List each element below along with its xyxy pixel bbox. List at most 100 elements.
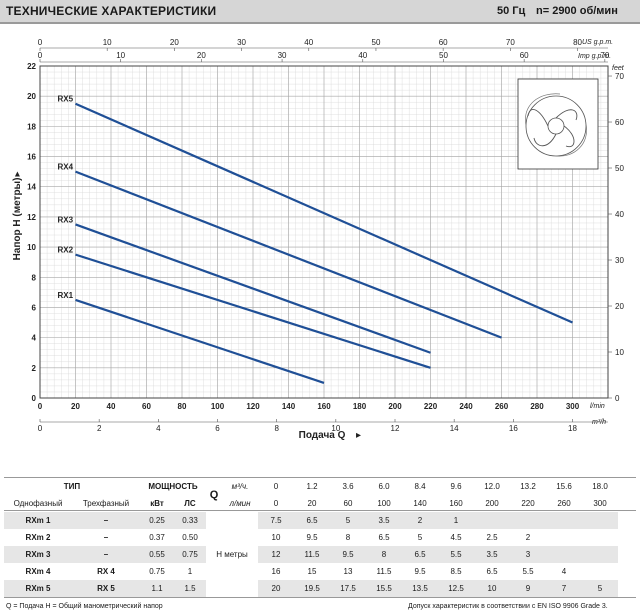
us-gpm-tick-label: 80 bbox=[573, 38, 582, 47]
y-tick-label: 14 bbox=[27, 183, 36, 192]
table-row: RXm 3 – 0.55 0.75 12 11.5 9.5 8 6.5 5.5 3.5 3 bbox=[4, 546, 618, 563]
curve-label-rx4: RX4 bbox=[58, 163, 74, 172]
imp-gpm-tick-label: 30 bbox=[278, 51, 287, 60]
header-single-phase: Однофазный bbox=[13, 499, 63, 508]
us-gpm-tick-label: 20 bbox=[170, 38, 179, 47]
q-lmin-value: 300 bbox=[593, 499, 607, 508]
x-tick-label: 260 bbox=[495, 402, 509, 411]
curve-rx1 bbox=[75, 298, 325, 384]
axes: 0 20 40 60 80 100 120 140 160 180 200 220 240 260 280 3… bbox=[27, 38, 624, 433]
head-value: 2.5 bbox=[486, 533, 498, 542]
header-tip: ТИП bbox=[63, 482, 81, 491]
x-unit-m3h: m³/h bbox=[592, 419, 606, 426]
model-three-phase: – bbox=[103, 533, 109, 542]
page-header: ТЕХНИЧЕСКИЕ ХАРАКТЕРИСТИКИ 50 Гц n= 2900… bbox=[0, 0, 640, 24]
table-row: RXm 4 RX 4 0.75 1 16 15 13 11.5 9.5 8.5 6.5 5.5 4 bbox=[4, 563, 618, 580]
power-kw: 0.75 bbox=[149, 567, 165, 576]
head-value: 10 bbox=[487, 584, 497, 593]
y-axis-title: Напор H (метры) bbox=[12, 178, 23, 261]
head-value: 6.5 bbox=[378, 533, 390, 542]
imp-gpm-tick-label: 50 bbox=[439, 51, 448, 60]
feet-tick-label: 10 bbox=[615, 348, 624, 357]
head-value: 8 bbox=[345, 533, 351, 542]
footer-tolerance: Допуск характеристик в соответствии с EN… bbox=[408, 603, 608, 610]
m3h-tick-label: 18 bbox=[568, 424, 577, 433]
x-tick-label: 100 bbox=[211, 402, 225, 411]
x-tick-label: 280 bbox=[530, 402, 544, 411]
imp-gpm-tick-label: 60 bbox=[520, 51, 529, 60]
head-value: 5 bbox=[345, 516, 351, 525]
x-tick-label: 240 bbox=[459, 402, 473, 411]
head-value: 11.5 bbox=[376, 567, 392, 576]
q-m3h-value: 9.6 bbox=[450, 482, 462, 491]
head-value bbox=[582, 563, 618, 580]
power-kw: 1.1 bbox=[151, 584, 163, 593]
q-lmin-value: 140 bbox=[413, 499, 427, 508]
footer-legend: Q = Подача H = Общий манометрический нап… bbox=[6, 603, 163, 610]
x-tick-label: 120 bbox=[246, 402, 260, 411]
y-tick-label: 4 bbox=[32, 334, 37, 343]
head-value: 13.5 bbox=[412, 584, 428, 593]
q-m3h-value: 12.0 bbox=[484, 482, 500, 491]
m3h-tick-label: 16 bbox=[509, 424, 518, 433]
m3h-tick-label: 0 bbox=[38, 424, 43, 433]
feet-tick-label: 60 bbox=[615, 118, 624, 127]
head-value: 1 bbox=[453, 516, 459, 525]
imp-gpm-tick-label: 70 bbox=[600, 51, 609, 60]
top-unit-imp: Imp g.p.m. bbox=[578, 53, 611, 60]
y-tick-label: 22 bbox=[27, 62, 36, 71]
q-m3h-value: 8.4 bbox=[414, 482, 426, 491]
us-gpm-tick-label: 0 bbox=[38, 38, 43, 47]
q-m3h-value: 18.0 bbox=[592, 482, 608, 491]
head-value: 7 bbox=[561, 584, 567, 593]
head-value: 2 bbox=[525, 533, 531, 542]
m3h-tick-label: 12 bbox=[391, 424, 400, 433]
table-bottom-rule bbox=[4, 597, 636, 598]
head-value: 9.5 bbox=[306, 533, 318, 542]
feet-tick-label: 40 bbox=[615, 210, 624, 219]
m3h-tick-label: 2 bbox=[97, 424, 102, 433]
head-value: 8.5 bbox=[450, 567, 462, 576]
y-tick-label: 6 bbox=[32, 303, 37, 312]
q-lmin-value: 60 bbox=[343, 499, 353, 508]
feet-tick-label: 70 bbox=[615, 72, 624, 81]
model-single-phase: RXm 5 bbox=[25, 584, 51, 593]
head-value bbox=[546, 529, 582, 546]
x-axis-title: Подача Q bbox=[299, 430, 346, 441]
power-kw: 0.55 bbox=[149, 550, 165, 559]
q-m3h-value: 0 bbox=[273, 482, 279, 491]
y-tick-label: 20 bbox=[27, 92, 36, 101]
feet-tick-label: 20 bbox=[615, 302, 624, 311]
unit-m3h: м³/ч. bbox=[231, 482, 249, 491]
q-lmin-value: 20 bbox=[307, 499, 317, 508]
q-m3h-value: 3.6 bbox=[342, 482, 354, 491]
q-lmin-value: 100 bbox=[377, 499, 391, 508]
x-tick-label: 140 bbox=[282, 402, 296, 411]
table-header-row-1: ТИП МОЩНОСТЬ Q м³/ч. 0 1.2 3.6 6.0 8.4 9.6 12.… bbox=[4, 478, 618, 501]
q-lmin-value: 200 bbox=[485, 499, 499, 508]
plot-frame bbox=[39, 65, 609, 399]
us-gpm-tick-label: 40 bbox=[304, 38, 313, 47]
x-tick-label: 300 bbox=[566, 402, 580, 411]
q-m3h-value: 15.6 bbox=[556, 482, 572, 491]
head-value: 5 bbox=[417, 533, 423, 542]
y-axis-arrow: ▸ bbox=[12, 171, 23, 176]
head-value: 3 bbox=[525, 550, 531, 559]
head-value bbox=[546, 512, 582, 529]
head-value bbox=[546, 546, 582, 563]
model-three-phase: – bbox=[103, 516, 109, 525]
head-value: 9.5 bbox=[342, 550, 354, 559]
model-single-phase: RXm 1 bbox=[25, 516, 51, 525]
head-value bbox=[510, 512, 546, 529]
power-kw: 0.37 bbox=[149, 533, 165, 542]
spec-table: ТИП МОЩНОСТЬ Q м³/ч. 0 1.2 3.6 6.0 8.4 9.6 12.… bbox=[4, 478, 618, 597]
header-kw: кВт bbox=[150, 499, 164, 508]
head-value: 7.5 bbox=[270, 516, 282, 525]
us-gpm-tick-label: 60 bbox=[439, 38, 448, 47]
head-value: 11.5 bbox=[304, 550, 320, 559]
curve-rx4 bbox=[75, 170, 502, 339]
head-value: 20 bbox=[271, 584, 281, 593]
us-gpm-tick-label: 70 bbox=[506, 38, 515, 47]
head-value: 8 bbox=[381, 550, 387, 559]
y-tick-label: 16 bbox=[27, 153, 36, 162]
